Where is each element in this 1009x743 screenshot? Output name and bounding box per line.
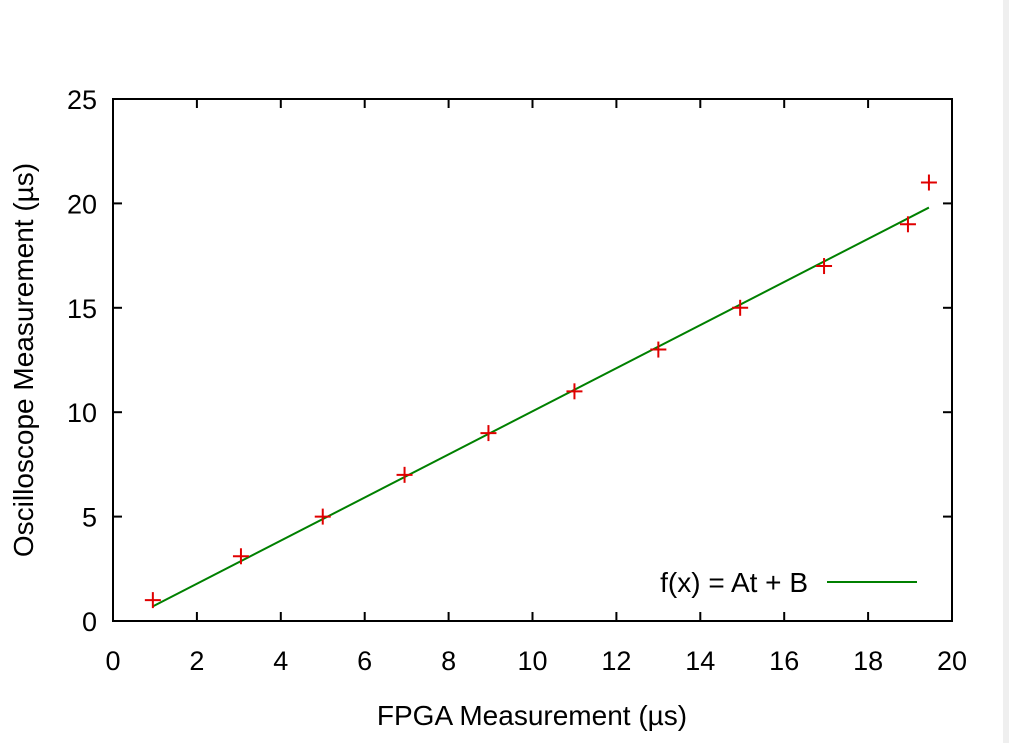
x-tick-label: 2 bbox=[189, 646, 204, 676]
data-point bbox=[480, 425, 497, 442]
y-tick-label: 25 bbox=[67, 85, 97, 115]
data-point bbox=[396, 466, 413, 483]
x-tick-label: 10 bbox=[517, 646, 547, 676]
x-tick-label: 0 bbox=[105, 646, 120, 676]
x-axis-label: FPGA Measurement (µs) bbox=[377, 700, 687, 731]
data-point bbox=[816, 258, 833, 275]
data-point bbox=[144, 592, 161, 609]
x-tick-label: 14 bbox=[685, 646, 715, 676]
y-tick-label: 20 bbox=[67, 189, 97, 219]
x-tick-label: 6 bbox=[357, 646, 372, 676]
y-tick-label: 10 bbox=[67, 398, 97, 428]
x-tick-label: 20 bbox=[937, 646, 967, 676]
y-tick-label: 15 bbox=[67, 294, 97, 324]
x-tick-label: 16 bbox=[769, 646, 799, 676]
data-point bbox=[899, 216, 916, 233]
y-axis-label: Oscilloscope Measurement (µs) bbox=[8, 163, 39, 557]
legend-label-fit: f(x) = At + B bbox=[660, 567, 808, 598]
x-tick-labels: 0 2 4 6 8 10 12 14 16 18 20 bbox=[105, 646, 967, 676]
x-tick-label: 12 bbox=[601, 646, 631, 676]
y-tick-label: 0 bbox=[82, 607, 97, 637]
data-point bbox=[732, 299, 749, 316]
y-tick-label: 5 bbox=[82, 503, 97, 533]
data-point bbox=[920, 174, 937, 191]
plot-frame bbox=[112, 98, 953, 622]
data-point bbox=[650, 341, 667, 358]
data-point bbox=[232, 548, 249, 565]
data-point bbox=[566, 383, 583, 400]
x-tick-label: 8 bbox=[441, 646, 456, 676]
data-points bbox=[144, 174, 937, 609]
fit-line bbox=[152, 206, 930, 608]
axis-ticks bbox=[112, 98, 953, 622]
legend: f(x) = At + B bbox=[660, 567, 917, 598]
window-edge bbox=[1003, 0, 1009, 743]
x-tick-label: 4 bbox=[273, 646, 288, 676]
x-tick-label: 18 bbox=[853, 646, 883, 676]
data-point bbox=[314, 508, 331, 525]
fit-line-layer bbox=[152, 206, 930, 608]
y-tick-labels: 0 5 10 15 20 25 bbox=[67, 85, 97, 637]
